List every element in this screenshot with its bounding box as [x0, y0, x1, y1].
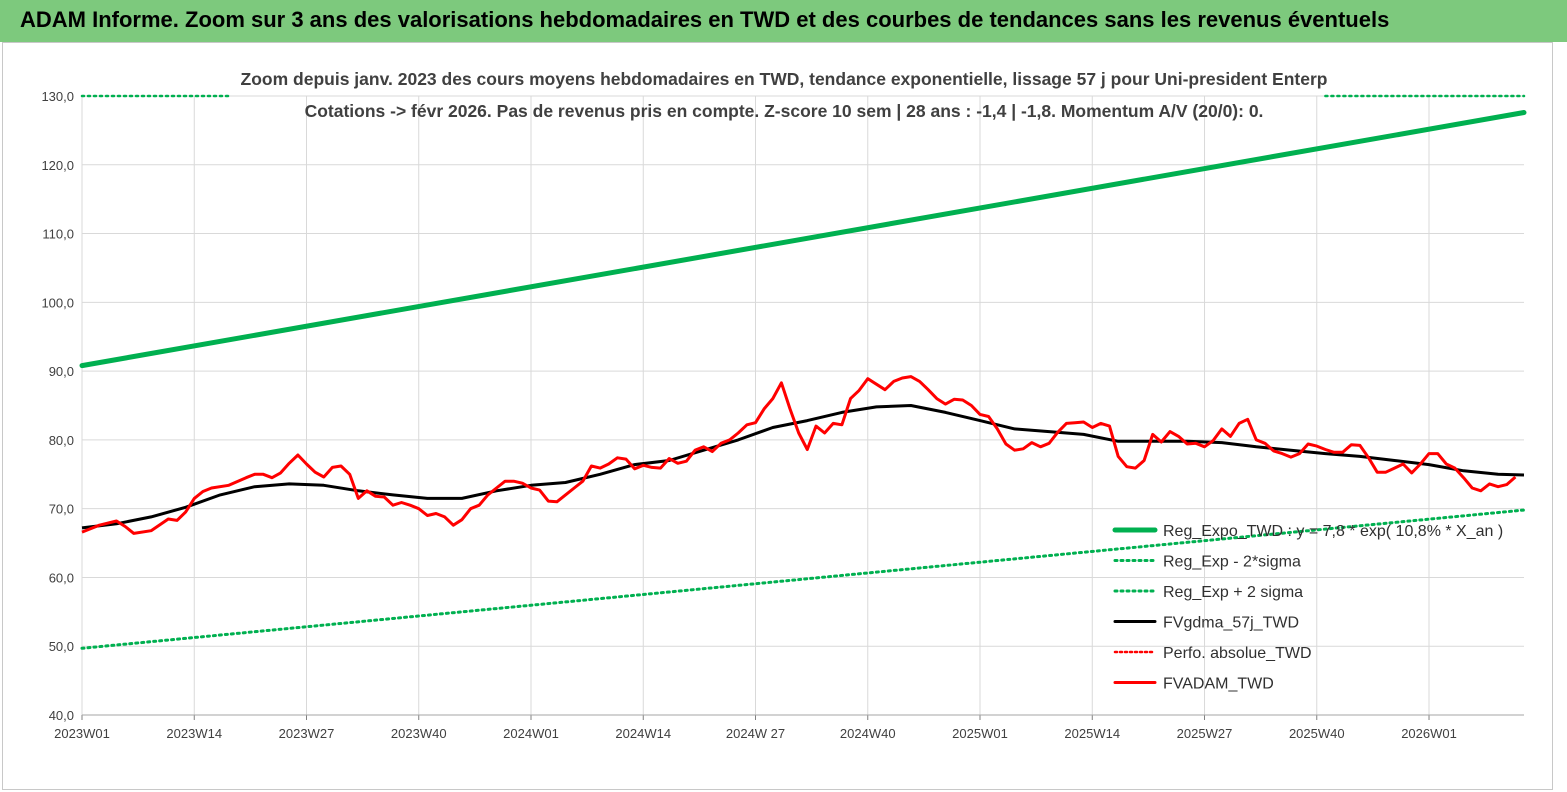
x-tick-label: 2023W01 [54, 726, 110, 741]
x-tick-label: 2026W01 [1401, 726, 1457, 741]
x-tick-label: 2023W40 [391, 726, 447, 741]
x-tick-label: 2024W 27 [726, 726, 785, 741]
chart-subtitle-line1: Zoom depuis janv. 2023 des cours moyens … [241, 69, 1328, 89]
legend-label: FVgdma_57j_TWD [1163, 615, 1299, 632]
x-tick-label: 2025W14 [1064, 726, 1120, 741]
legend-label: Reg_Exp + 2 sigma [1163, 584, 1303, 601]
y-tick-label: 110,0 [42, 227, 74, 242]
x-tick-label: 2023W14 [166, 726, 222, 741]
y-tick-label: 60,0 [49, 570, 74, 585]
x-tick-label: 2024W14 [615, 726, 671, 741]
report-title: ADAM Informe. Zoom sur 3 ans des valoris… [20, 7, 1390, 32]
x-tick-label: 2025W40 [1289, 726, 1345, 741]
x-tick-label: 2023W27 [279, 726, 335, 741]
y-tick-label: 40,0 [49, 708, 74, 723]
series-reg-expo-twd [79, 110, 1527, 369]
chart-frame: 40,0 50,0 60,0 70,0 80,0 90,0 100,0 110,0 120,0 1… [2, 42, 1553, 790]
legend-label: FVADAM_TWD [1163, 676, 1274, 693]
y-tick-label: 120,0 [41, 158, 74, 173]
legend: Reg_Expo_TWD : y = 7,8 * exp( 10,8% * X_… [1112, 523, 1503, 693]
valuation-chart: 40,0 50,0 60,0 70,0 80,0 90,0 100,0 110,0 120,0 1… [41, 69, 1527, 741]
x-tick-label: 2025W27 [1177, 726, 1233, 741]
legend-label: Reg_Exp - 2*sigma [1163, 554, 1301, 571]
y-tick-label: 50,0 [49, 639, 74, 654]
series-layer [79, 94, 1527, 650]
x-tick-label: 2024W40 [840, 726, 896, 741]
legend-label: Reg_Expo_TWD : y = 7,8 * exp( 10,8% * X_… [1163, 523, 1503, 540]
y-tick-label: 80,0 [49, 433, 74, 448]
y-tick-label: 100,0 [41, 295, 74, 310]
series-fvadam-twd [81, 375, 1517, 535]
series-fvgdma-57j-twd [81, 404, 1525, 530]
series-reg-exp-minus-2-sigma [80, 508, 1526, 650]
chart-subtitle-line2: Cotations -> févr 2026. Pas de revenus p… [305, 101, 1264, 121]
y-tick-label: 70,0 [49, 502, 74, 517]
report-banner: ADAM Informe. Zoom sur 3 ans des valoris… [0, 0, 1567, 42]
axis-layer: 40,0 50,0 60,0 70,0 80,0 90,0 100,0 110,0 120,0 1… [41, 89, 1524, 741]
grid-layer [81, 95, 1524, 716]
x-tick-label: 2024W01 [503, 726, 559, 741]
x-tick-label: 2025W01 [952, 726, 1008, 741]
y-tick-label: 90,0 [49, 364, 74, 379]
legend-label: Perfo. absolue_TWD [1163, 645, 1312, 662]
y-tick-label: 130,0 [41, 89, 74, 104]
